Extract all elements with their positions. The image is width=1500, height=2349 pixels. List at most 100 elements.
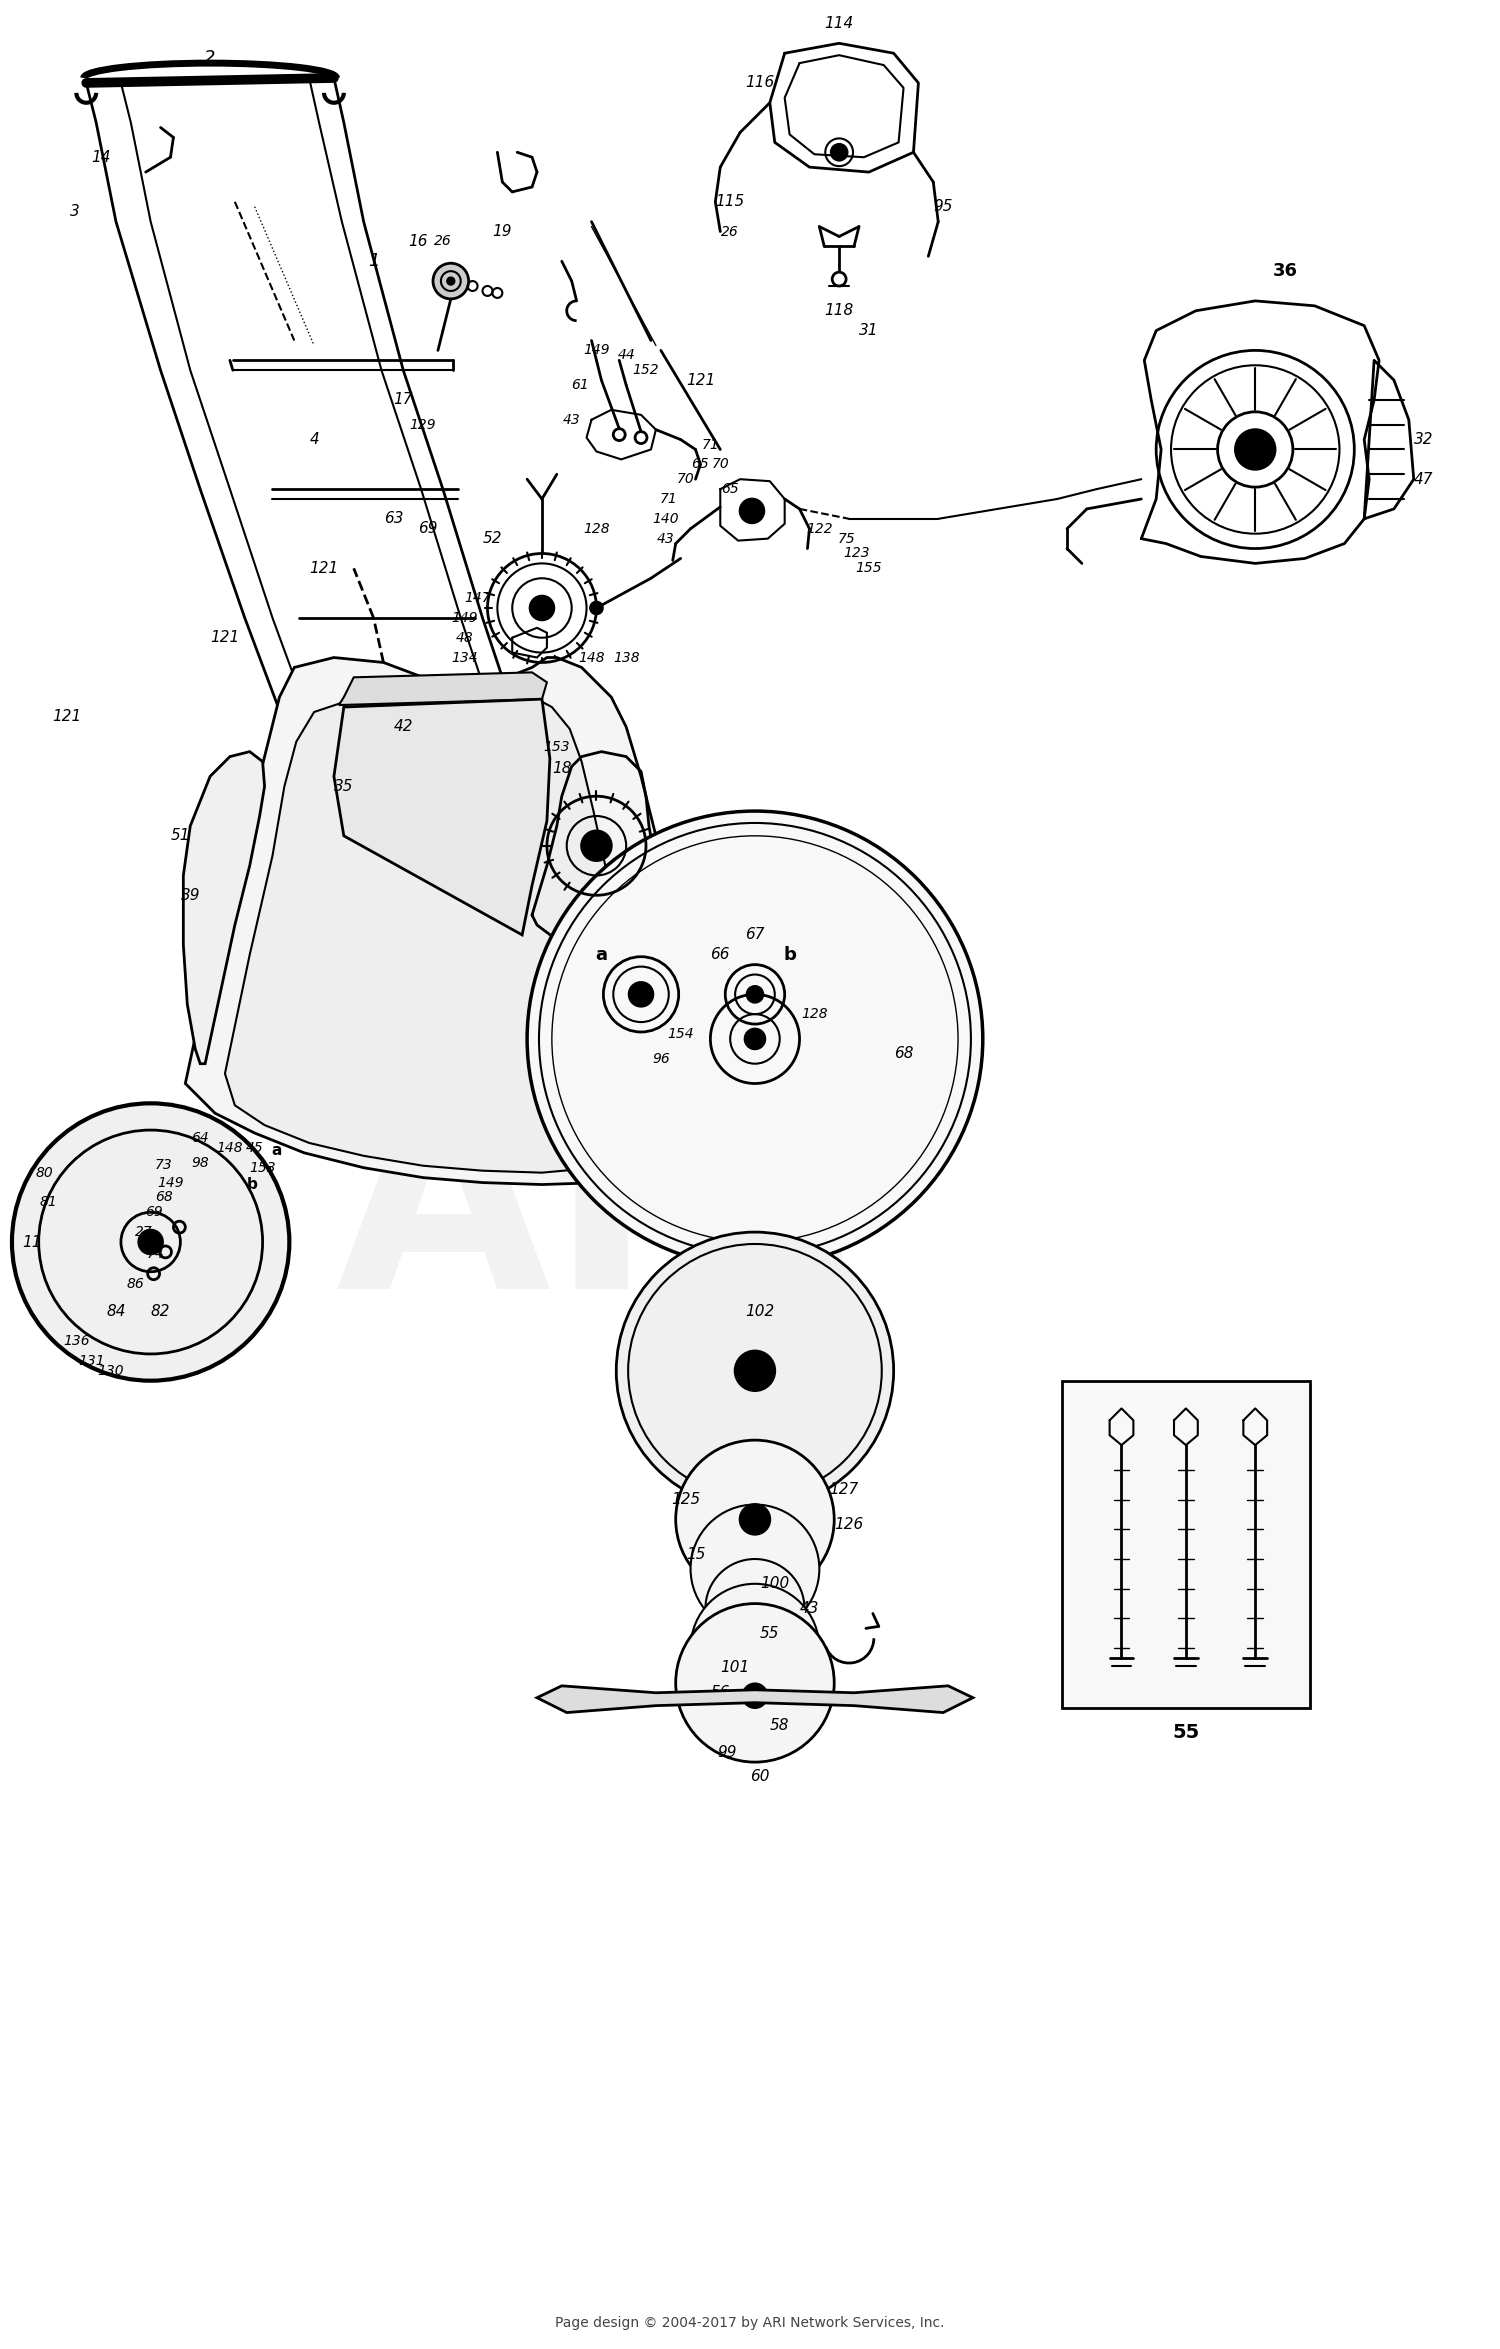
Text: 138: 138 [614,651,639,665]
Text: 58: 58 [770,1717,789,1734]
Text: 81: 81 [39,1196,57,1210]
Text: b: b [248,1177,258,1191]
Text: 140: 140 [652,512,680,526]
Text: 68: 68 [894,1045,914,1062]
Circle shape [12,1104,290,1381]
Circle shape [675,1440,834,1600]
Bar [1062,1381,1310,1708]
Text: 126: 126 [834,1517,864,1532]
Text: 3: 3 [69,204,80,218]
Text: 147: 147 [465,592,490,606]
Text: ARI: ARI [334,1078,867,1348]
Text: 47: 47 [1414,472,1434,486]
Text: 86: 86 [128,1276,144,1290]
Text: 152: 152 [633,364,660,378]
Text: 27: 27 [135,1226,153,1240]
Text: 121: 121 [686,373,716,388]
Text: 80: 80 [36,1165,54,1179]
Text: 16: 16 [408,235,428,249]
Text: 98: 98 [192,1156,208,1170]
Polygon shape [225,700,639,1172]
Text: 154: 154 [668,1027,694,1041]
Text: 155: 155 [855,561,882,576]
Text: 26: 26 [722,226,740,240]
Text: 149: 149 [584,343,610,357]
Text: 55: 55 [1173,1722,1200,1743]
Circle shape [742,1684,766,1708]
Polygon shape [183,752,264,1064]
Text: 65: 65 [692,458,709,472]
Text: 17: 17 [393,392,412,406]
Circle shape [740,1506,770,1534]
Text: 14: 14 [92,150,111,164]
Text: 43: 43 [657,531,675,545]
Circle shape [735,1351,776,1391]
Text: Page design © 2004-2017 by ARI Network Services, Inc.: Page design © 2004-2017 by ARI Network S… [555,2316,945,2330]
Circle shape [690,1503,819,1633]
Text: 129: 129 [410,418,436,432]
Text: 32: 32 [1414,432,1434,446]
Text: 71: 71 [660,491,678,505]
Text: 48: 48 [456,630,474,644]
Text: 43: 43 [562,413,580,428]
Text: 36: 36 [1272,263,1298,280]
Circle shape [1236,430,1275,470]
Text: 64: 64 [192,1130,208,1144]
Text: 148: 148 [216,1142,243,1156]
Text: 70: 70 [711,458,729,472]
Text: 127: 127 [830,1482,858,1496]
Text: 61: 61 [570,378,588,392]
Circle shape [526,810,982,1266]
Text: 122: 122 [806,521,832,536]
Circle shape [591,601,603,613]
Circle shape [530,597,554,620]
Text: 4: 4 [309,432,320,446]
Text: 74: 74 [147,1247,165,1261]
Text: 100: 100 [760,1576,789,1590]
Text: 1: 1 [368,251,380,270]
Text: 125: 125 [670,1492,700,1508]
Circle shape [616,1233,894,1510]
Text: 121: 121 [53,709,81,723]
Text: 96: 96 [652,1052,669,1066]
Text: 153: 153 [249,1160,276,1174]
Circle shape [675,1604,834,1762]
Text: 82: 82 [152,1304,171,1318]
Text: 19: 19 [492,223,512,240]
Text: 15: 15 [686,1546,705,1562]
Text: 102: 102 [746,1304,774,1318]
Text: 73: 73 [154,1158,172,1172]
Text: 42: 42 [393,719,412,735]
Text: 136: 136 [63,1334,90,1348]
Circle shape [746,1029,765,1048]
Text: 134: 134 [452,651,478,665]
Text: 99: 99 [717,1745,736,1759]
Text: 84: 84 [106,1304,126,1318]
Polygon shape [339,672,548,705]
Text: 128: 128 [584,521,610,536]
Text: 55: 55 [760,1626,780,1642]
Polygon shape [200,1165,273,1214]
Circle shape [447,277,454,284]
Text: 69: 69 [144,1205,162,1219]
Text: 130: 130 [98,1365,124,1379]
Text: 67: 67 [746,928,765,942]
Text: 116: 116 [746,75,774,89]
Text: 118: 118 [825,303,854,317]
Circle shape [582,832,612,860]
Circle shape [705,1560,804,1658]
Circle shape [740,498,764,524]
Text: 114: 114 [825,16,854,31]
Text: 69: 69 [419,521,438,536]
Text: 71: 71 [702,437,718,451]
Text: 18: 18 [552,761,572,775]
Text: 39: 39 [180,888,200,902]
Text: 115: 115 [716,195,746,209]
Text: 123: 123 [843,547,870,561]
Text: 148: 148 [578,651,604,665]
Text: 26: 26 [433,235,451,249]
Text: a: a [272,1144,282,1158]
Text: a: a [596,947,608,963]
Polygon shape [186,658,700,1184]
Text: 68: 68 [154,1191,172,1205]
